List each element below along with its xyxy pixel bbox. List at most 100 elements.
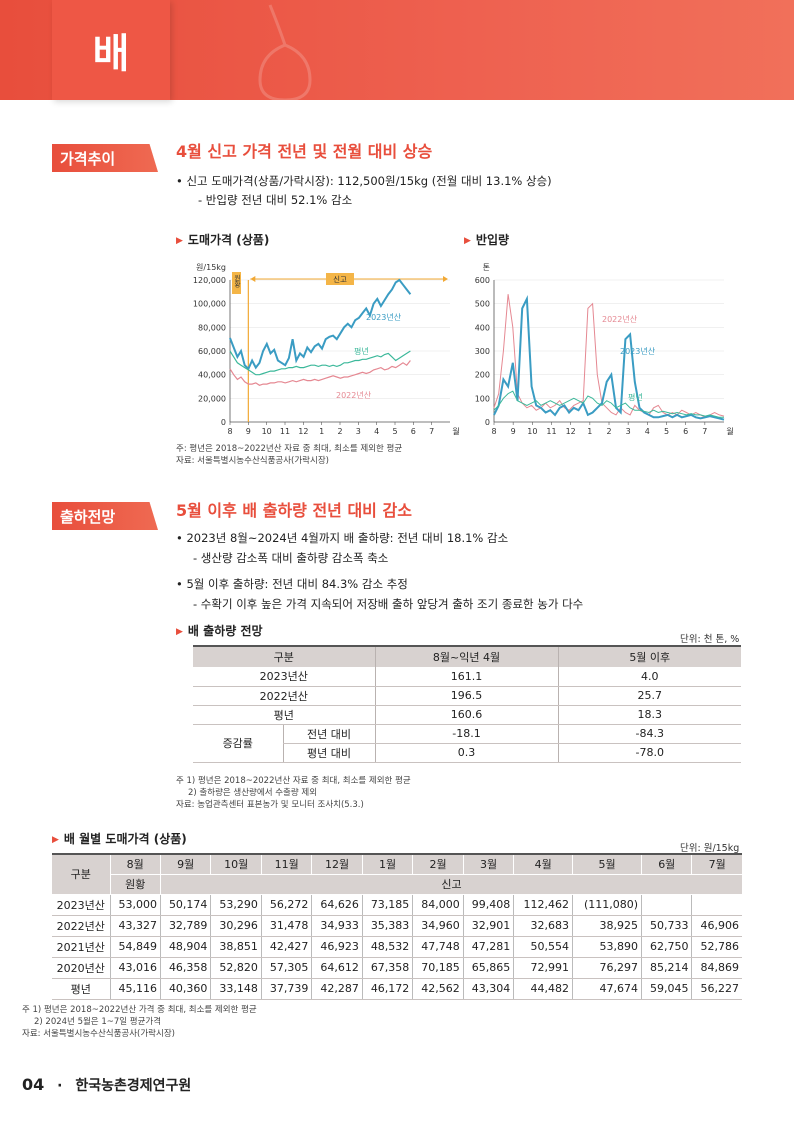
footer-dot: · — [57, 1078, 63, 1094]
price-cell: 84,000 — [412, 894, 464, 916]
chart-note: 주: 평년은 2018~2022년산 자료 중 최대, 최소를 제외한 평균 — [176, 444, 403, 454]
price-cell: 65,865 — [462, 957, 514, 979]
table-row: 2021년산 54,849 48,904 38,851 42,427 46,923 48,5… — [52, 936, 742, 958]
x-tick-label: 1 — [319, 427, 324, 436]
price-cell: 59,045 — [641, 978, 692, 1000]
price-cell: 47,281 — [462, 936, 514, 958]
table-note-1: 주 1) 평년은 2018~2022년산 자료 중 최대, 최소를 제외한 평균 — [176, 776, 411, 786]
price-cell — [641, 894, 692, 916]
cell: 0.3 — [374, 743, 558, 763]
price-cell: 54,849 — [109, 936, 161, 958]
cell: 25.7 — [557, 686, 741, 706]
arrow-left-icon — [250, 276, 256, 282]
price-cell: 40,360 — [159, 978, 211, 1000]
bullet-outlook-2: • 5월 이후 출하량: 전년 대비 84.3% 감소 추정 — [176, 577, 408, 591]
wholesale-price-chart: 원/15kg020,00040,00060,00080,000100,00012… — [193, 263, 460, 436]
cell: 4.0 — [557, 667, 741, 687]
price-cell: 84,869 — [691, 957, 742, 979]
month-header: 10월 — [210, 854, 262, 875]
table2-note-1: 주 1) 평년은 2018~2022년산 가격 중 최대, 최소를 제외한 평균 — [22, 1005, 257, 1015]
series-line-0 — [229, 278, 412, 371]
table2-source: 자료: 서울특별시농수산식품공사(가락시장) — [22, 1029, 175, 1039]
price-cell: 50,733 — [641, 915, 692, 937]
table-row: 평년 160.6 18.3 — [193, 705, 741, 725]
price-cell: 57,305 — [260, 957, 312, 979]
price-cell: 72,991 — [513, 957, 573, 979]
series-line-2 — [493, 390, 724, 418]
price-cell: 64,626 — [311, 894, 363, 916]
month-header: 3월 — [462, 854, 514, 875]
price-cell: 34,933 — [311, 915, 363, 937]
price-cell: 64,612 — [311, 957, 363, 979]
price-cell: 52,786 — [691, 936, 742, 958]
table-row: 평년 대비 0.3 -78.0 — [193, 743, 741, 763]
row-label: 2020년산 — [52, 957, 110, 979]
monthly-price-table: 구분 8월 9월 10월 11월 12월 1월 2월 3월 4월 5월 6월 7… — [52, 853, 742, 1000]
price-cell: 42,427 — [260, 936, 312, 958]
table-row: 2023년산 161.1 4.0 — [193, 667, 741, 687]
cell: -78.0 — [557, 743, 741, 763]
row-label: 평년 — [193, 705, 375, 725]
month-header: 6월 — [641, 854, 692, 875]
month-header: 12월 — [311, 854, 363, 875]
org-name: 한국농촌경제연구원 — [75, 1078, 192, 1094]
cell: -18.1 — [374, 724, 558, 744]
y-tick-label: 600 — [475, 276, 490, 285]
price-cell: 112,462 — [513, 894, 573, 916]
arrow-right-icon — [443, 276, 448, 282]
price-cell: 85,214 — [641, 957, 692, 979]
series-line-0 — [493, 294, 725, 418]
price-cell: 47,748 — [412, 936, 464, 958]
price-cell: 53,890 — [572, 936, 642, 958]
y-tick-label: 100 — [475, 394, 490, 403]
y-axis-label: 톤 — [483, 263, 490, 272]
price-cell: 53,000 — [109, 894, 161, 916]
sub-bullet-price: - 반입량 전년 대비 52.1% 감소 — [198, 193, 353, 207]
x-tick-label: 6 — [411, 427, 416, 436]
page-title: 배 — [52, 0, 170, 100]
y-tick-label: 40,000 — [198, 371, 226, 380]
table-heading-monthly: 배 월별 도매가격 (상품) — [52, 830, 187, 847]
row-group-label: 증감률 — [193, 724, 283, 763]
page-number: 04 — [22, 1075, 45, 1094]
series-line-1 — [493, 295, 725, 421]
table-row: 2022년산 196.5 25.7 — [193, 686, 741, 706]
row-label: 전년 대비 — [282, 724, 375, 744]
y-tick-label: 0 — [485, 418, 490, 427]
price-cell: 32,901 — [462, 915, 514, 937]
month-header: 1월 — [361, 854, 413, 875]
price-cell — [691, 894, 742, 916]
price-cell: 38,851 — [210, 936, 262, 958]
chart-source: 자료: 서울특별시농수산식품공사(가락시장) — [176, 456, 329, 466]
table-unit-shipment: 단위: 천 톤, % — [680, 634, 740, 645]
row-label: 2022년산 — [193, 686, 375, 706]
singo-badge — [326, 273, 354, 285]
month-header: 7월 — [691, 854, 742, 875]
price-cell: 67,358 — [361, 957, 413, 979]
table-header: 5월 이후 — [557, 646, 741, 667]
series-label: 2022년산 — [336, 390, 372, 400]
x-tick-label: 10 — [527, 427, 537, 436]
price-cell: 46,923 — [311, 936, 363, 958]
price-cell: 47,674 — [572, 978, 642, 1000]
price-cell: 70,185 — [412, 957, 464, 979]
price-cell: 52,820 — [210, 957, 262, 979]
price-cell: 35,383 — [361, 915, 413, 937]
series-label: 2023년산 — [620, 346, 656, 356]
variety-header: 원황 — [109, 874, 161, 895]
x-tick-label: 3 — [356, 427, 361, 436]
cell: 196.5 — [374, 686, 558, 706]
table-corner: 구분 — [52, 854, 110, 895]
row-label: 평년 대비 — [282, 743, 375, 763]
month-header: 5월 — [572, 854, 642, 875]
y-tick-label: 60,000 — [198, 347, 226, 356]
month-header: 11월 — [260, 854, 312, 875]
series-label: 평년 — [628, 392, 643, 402]
cell: 18.3 — [557, 705, 741, 725]
month-header: 4월 — [513, 854, 573, 875]
x-tick-label: 4 — [374, 427, 379, 436]
wonhwang-badge — [232, 272, 241, 294]
price-cell: 43,304 — [462, 978, 514, 1000]
price-cell: 42,562 — [412, 978, 464, 1000]
